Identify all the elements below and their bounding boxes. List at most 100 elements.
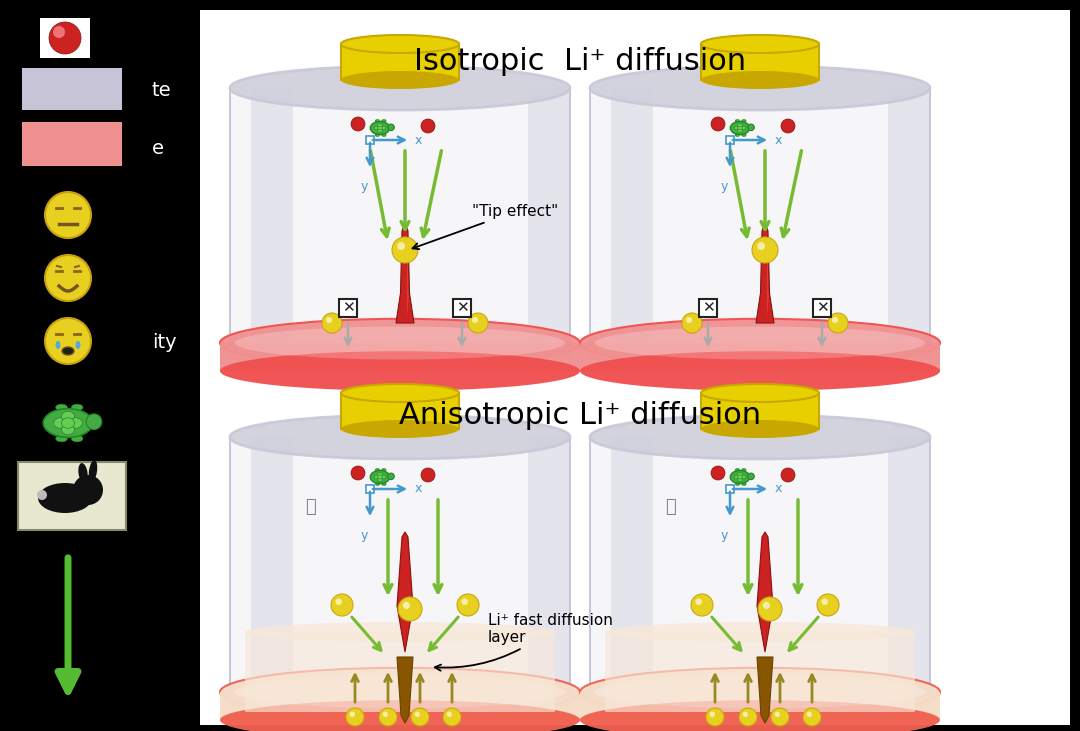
Polygon shape [397, 532, 413, 652]
Ellipse shape [245, 622, 555, 642]
Circle shape [388, 124, 394, 131]
Circle shape [747, 473, 754, 480]
Ellipse shape [76, 341, 81, 349]
Bar [605, 632, 915, 712]
Text: y: y [720, 180, 728, 193]
Circle shape [691, 594, 713, 616]
Text: e: e [152, 138, 164, 157]
Ellipse shape [54, 418, 67, 428]
Ellipse shape [380, 126, 386, 130]
Bar [813, 299, 831, 317]
Ellipse shape [62, 412, 75, 422]
Circle shape [447, 711, 453, 717]
Ellipse shape [580, 351, 940, 391]
Bar [580, 692, 940, 720]
Ellipse shape [56, 404, 67, 411]
Ellipse shape [69, 418, 82, 428]
Ellipse shape [230, 415, 570, 459]
Bar [200, 10, 1070, 725]
Ellipse shape [381, 134, 387, 137]
Ellipse shape [738, 477, 743, 482]
Ellipse shape [742, 120, 746, 122]
Ellipse shape [590, 66, 930, 110]
Ellipse shape [381, 469, 387, 471]
Circle shape [443, 708, 461, 726]
Circle shape [711, 466, 725, 480]
Text: Li⁺ fast diffusion
layer: Li⁺ fast diffusion layer [435, 613, 612, 671]
Ellipse shape [89, 460, 97, 482]
Circle shape [686, 317, 692, 323]
Circle shape [45, 192, 91, 238]
Circle shape [468, 313, 488, 333]
Ellipse shape [62, 424, 75, 435]
Text: ✕: ✕ [456, 300, 469, 316]
Ellipse shape [374, 126, 379, 130]
Ellipse shape [734, 475, 740, 479]
Bar [22, 68, 122, 110]
Ellipse shape [370, 471, 390, 483]
Ellipse shape [738, 126, 743, 130]
Text: ✕: ✕ [815, 300, 828, 316]
Circle shape [421, 119, 435, 133]
Circle shape [822, 599, 828, 605]
Text: x: x [415, 482, 422, 496]
Bar [366, 136, 374, 144]
Text: 🕊: 🕊 [305, 498, 315, 516]
Ellipse shape [235, 327, 565, 360]
Circle shape [37, 490, 48, 500]
Text: y: y [361, 529, 367, 542]
Ellipse shape [375, 134, 380, 137]
Circle shape [758, 597, 782, 621]
Circle shape [739, 708, 757, 726]
Ellipse shape [580, 700, 940, 731]
Ellipse shape [375, 483, 380, 485]
Ellipse shape [738, 124, 743, 127]
Ellipse shape [595, 675, 924, 708]
Circle shape [781, 119, 795, 133]
Bar [701, 393, 819, 429]
Circle shape [681, 313, 702, 333]
Circle shape [807, 711, 812, 717]
Ellipse shape [374, 475, 379, 479]
Ellipse shape [377, 124, 382, 127]
Bar [220, 343, 580, 371]
Text: x: x [775, 482, 782, 496]
Bar [366, 485, 374, 493]
Bar [528, 88, 570, 358]
Ellipse shape [377, 475, 382, 479]
Ellipse shape [62, 418, 75, 428]
Circle shape [45, 255, 91, 301]
Text: "Tip effect": "Tip effect" [413, 204, 558, 249]
Ellipse shape [734, 126, 740, 130]
Ellipse shape [341, 35, 459, 53]
Ellipse shape [377, 477, 382, 482]
Circle shape [382, 711, 388, 717]
Ellipse shape [701, 384, 819, 402]
Polygon shape [767, 233, 769, 318]
Ellipse shape [220, 351, 580, 391]
Ellipse shape [230, 66, 570, 110]
Ellipse shape [735, 483, 740, 485]
Text: te: te [152, 80, 172, 99]
Bar [528, 437, 570, 707]
Ellipse shape [377, 129, 382, 132]
Bar [230, 88, 570, 358]
Text: x: x [775, 134, 782, 146]
Bar [220, 692, 580, 720]
Ellipse shape [730, 121, 750, 135]
Polygon shape [407, 233, 408, 318]
Text: ity: ity [152, 333, 177, 352]
Circle shape [73, 475, 103, 505]
Circle shape [49, 22, 81, 54]
Ellipse shape [381, 483, 387, 485]
Bar [251, 437, 293, 707]
Ellipse shape [220, 319, 580, 367]
Ellipse shape [341, 71, 459, 89]
Ellipse shape [590, 415, 930, 459]
Ellipse shape [580, 668, 940, 716]
Ellipse shape [38, 483, 92, 513]
Ellipse shape [370, 121, 390, 135]
Ellipse shape [235, 675, 565, 708]
Polygon shape [757, 532, 773, 652]
Circle shape [350, 711, 355, 717]
